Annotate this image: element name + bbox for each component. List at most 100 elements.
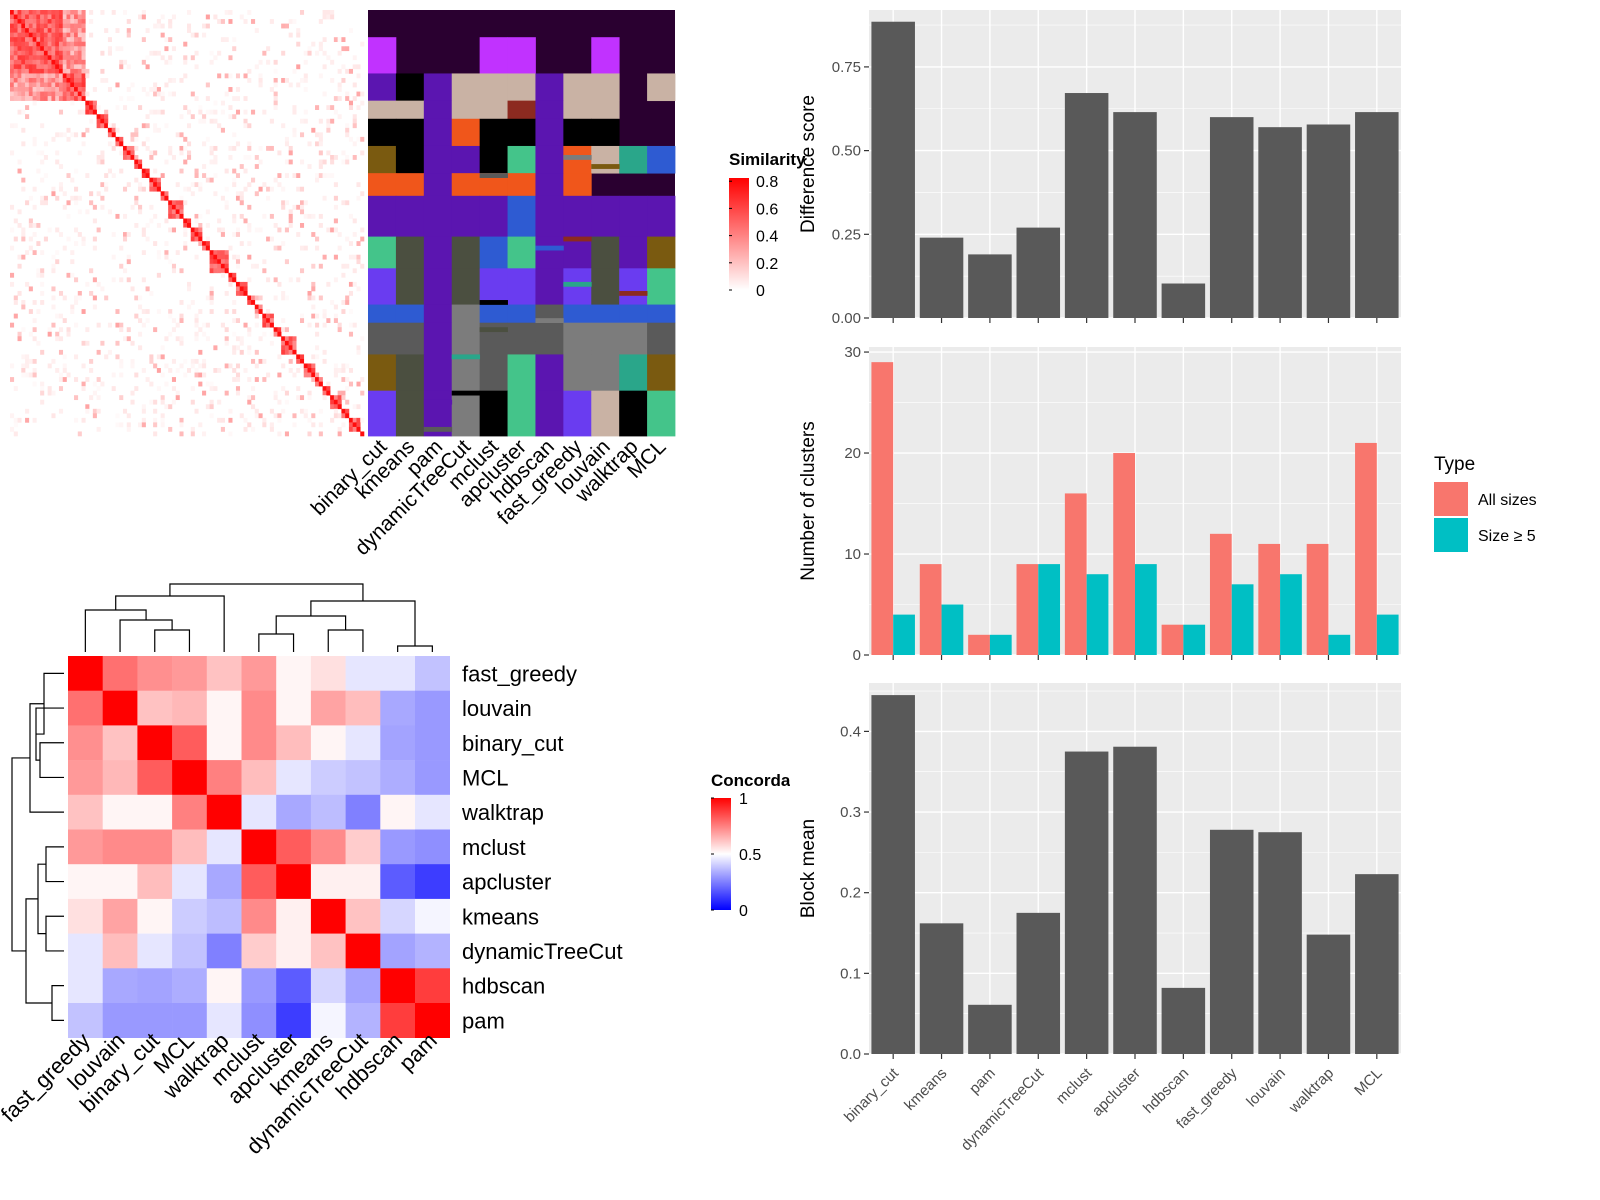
similarity-cell xyxy=(266,186,271,192)
similarity-cell xyxy=(47,64,52,70)
similarity-cell xyxy=(10,23,15,29)
similarity-cell xyxy=(55,46,60,52)
dendrogram-left-link xyxy=(45,915,64,952)
similarity-cell xyxy=(213,159,218,165)
similarity-cell xyxy=(194,218,199,224)
similarity-cell xyxy=(10,204,15,210)
similarity-cell xyxy=(92,245,97,251)
similarity-cell xyxy=(187,218,192,224)
similarity-cell xyxy=(187,186,192,192)
similarity-cell xyxy=(10,55,15,61)
similarity-cell xyxy=(51,286,56,292)
similarity-cell xyxy=(183,241,188,246)
similarity-cell xyxy=(160,55,165,61)
similarity-cell xyxy=(235,254,241,260)
similarity-cell xyxy=(156,354,161,360)
similarity-cell xyxy=(40,68,45,74)
similarity-cell xyxy=(28,41,33,47)
label-block xyxy=(395,145,425,174)
similarity-cell xyxy=(25,417,30,423)
similarity-cell xyxy=(77,91,82,97)
y-tick-label: 30 xyxy=(844,344,861,361)
similarity-cell xyxy=(77,77,82,83)
label-block xyxy=(479,268,508,305)
similarity-cell xyxy=(277,327,282,333)
similarity-cell xyxy=(10,281,15,287)
similarity-cell xyxy=(326,127,331,133)
similarity-cell xyxy=(70,68,75,74)
similarity-cell xyxy=(111,254,116,260)
similarity-cell xyxy=(10,14,15,20)
similarity-cell xyxy=(213,259,218,265)
concordance-cell xyxy=(345,968,381,1004)
similarity-cell xyxy=(32,41,37,47)
similarity-cell xyxy=(202,114,207,120)
similarity-cell xyxy=(126,327,131,333)
similarity-cell xyxy=(235,345,241,351)
y-tick-label: 0.75 xyxy=(832,59,861,76)
similarity-cell xyxy=(66,55,71,61)
similarity-cell xyxy=(81,141,86,147)
similarity-cell xyxy=(281,204,286,210)
similarity-cell xyxy=(228,155,233,160)
similarity-cell xyxy=(209,268,214,274)
similarity-cell xyxy=(341,408,346,414)
similarity-cell xyxy=(43,10,48,15)
similarity-cell xyxy=(187,10,192,15)
y-tick-label: 0.00 xyxy=(832,310,861,327)
similarity-cell xyxy=(77,82,82,88)
similarity-cell xyxy=(43,28,48,33)
similarity-cell xyxy=(40,281,45,287)
similarity-cell xyxy=(345,399,350,405)
similarity-cell xyxy=(337,37,342,43)
bar-size---5 xyxy=(1376,614,1399,655)
similarity-cell xyxy=(247,295,252,301)
similarity-cell xyxy=(62,318,67,323)
similarity-cell xyxy=(224,37,229,43)
similarity-cell xyxy=(209,118,214,124)
similarity-cell xyxy=(62,23,67,29)
similarity-cell xyxy=(156,91,161,97)
similarity-cell xyxy=(235,281,241,287)
similarity-cell xyxy=(296,28,301,33)
similarity-cell xyxy=(269,322,274,328)
similarity-cell xyxy=(179,114,184,120)
similarity-cell xyxy=(228,10,233,15)
similarity-cell xyxy=(21,87,26,92)
label-block xyxy=(395,354,425,392)
similarity-cell xyxy=(284,173,289,178)
similarity-cell xyxy=(51,77,56,83)
similarity-cell xyxy=(17,14,22,20)
similarity-cell xyxy=(322,386,327,391)
similarity-cell xyxy=(266,59,271,65)
similarity-cell xyxy=(326,318,331,323)
similarity-cell xyxy=(92,109,97,115)
similarity-cell xyxy=(51,413,56,419)
similarity-cell xyxy=(40,200,45,206)
similarity-cell xyxy=(47,19,52,24)
similarity-cell xyxy=(175,322,180,328)
similarity-cell xyxy=(32,68,37,74)
similarity-cell xyxy=(175,213,180,219)
similarity-cell xyxy=(198,372,203,378)
similarity-cell xyxy=(251,19,256,24)
bar xyxy=(1258,127,1302,318)
similarity-cell xyxy=(299,245,305,251)
concordance-cell xyxy=(276,898,312,934)
similarity-cell xyxy=(92,105,97,110)
similarity-cell xyxy=(190,91,195,97)
similarity-cell xyxy=(315,381,320,387)
similarity-cell xyxy=(194,32,199,38)
similarity-cell xyxy=(10,245,15,251)
similarity-cell xyxy=(43,19,48,24)
similarity-cell xyxy=(315,50,320,56)
similarity-cell xyxy=(36,37,41,43)
similarity-cell xyxy=(43,68,48,74)
similarity-cell xyxy=(134,295,139,301)
similarity-cell xyxy=(352,218,357,224)
similarity-cell xyxy=(164,59,169,65)
similarity-cell xyxy=(183,55,188,61)
label-stripe xyxy=(619,290,648,296)
y-tick-label: 0.3 xyxy=(840,804,861,821)
